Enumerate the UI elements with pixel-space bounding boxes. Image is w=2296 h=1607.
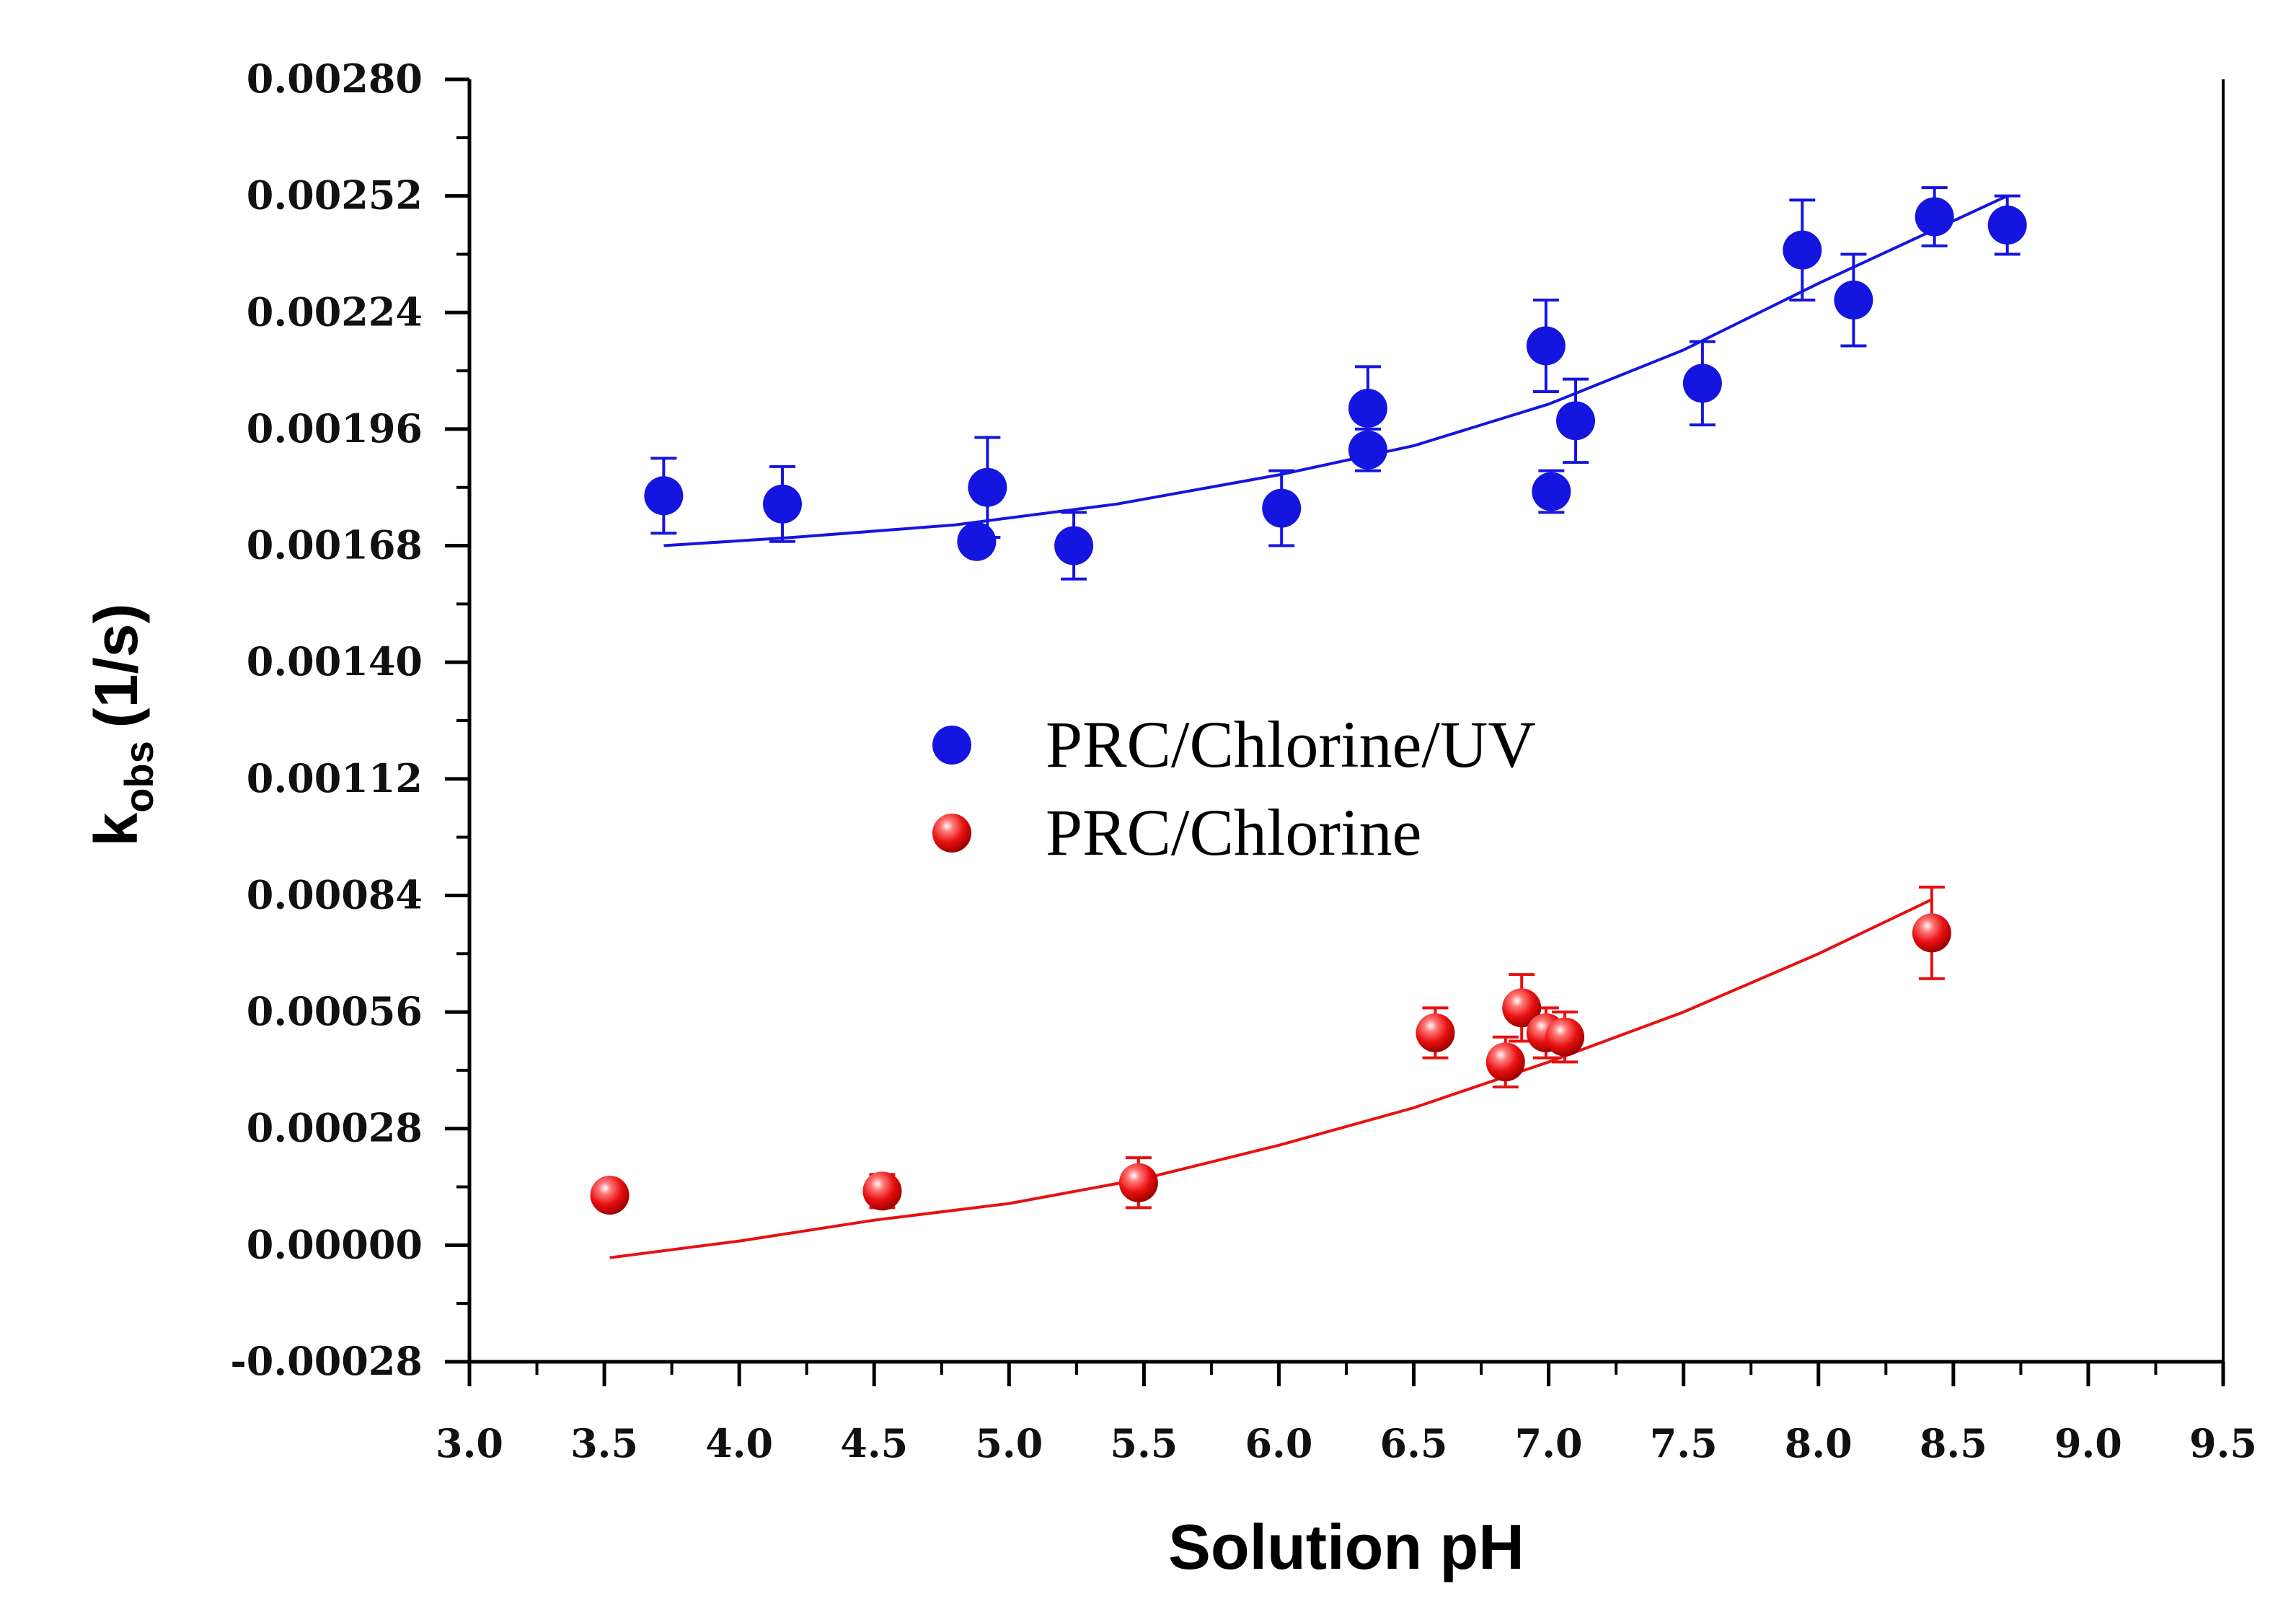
x-tick-label: 3.0 xyxy=(436,1420,503,1466)
y-tick-label: -0.00028 xyxy=(230,1338,423,1384)
y-tick-label: 0.00028 xyxy=(247,1105,423,1151)
point-chlorine-uv xyxy=(1682,364,1722,403)
y-tick-label: 0.00112 xyxy=(247,755,423,801)
x-tick-label: 9.0 xyxy=(2054,1420,2122,1466)
legend-marker-chlorine xyxy=(932,814,971,853)
point-chlorine-uv xyxy=(1915,197,1954,237)
x-tick-labels: 3.0 3.5 4.0 4.5 5.0 5.5 6.0 6.5 7.0 7.5 8.0 8.5 9.0 9… xyxy=(436,1420,2257,1466)
y-tick-labels: -0.00028 0.00000 0.00028 0.00056 0.00084 0.00… xyxy=(230,56,423,1384)
legend-label-chlorine: PRC/Chlorine xyxy=(1046,796,1421,869)
point-chlorine xyxy=(862,1171,902,1211)
x-tick-label: 6.0 xyxy=(1245,1420,1312,1466)
x-axis-title: Solution pH xyxy=(1168,1511,1524,1582)
point-chlorine xyxy=(1416,1013,1455,1052)
x-tick-label: 7.0 xyxy=(1515,1420,1583,1466)
y-tick-label: 0.00280 xyxy=(247,56,423,102)
point-chlorine-uv xyxy=(1532,472,1571,511)
x-tick-label: 9.5 xyxy=(2189,1420,2257,1466)
y-tick-label: 0.00196 xyxy=(247,405,423,452)
y-tick-label: 0.00140 xyxy=(247,638,423,684)
x-tick-label: 5.0 xyxy=(975,1420,1043,1466)
fit-line-chlorine xyxy=(609,898,1933,1259)
point-chlorine-uv xyxy=(1526,326,1566,366)
y-tick-label: 0.00000 xyxy=(247,1221,423,1267)
x-tick-label: 6.5 xyxy=(1380,1420,1448,1466)
point-chlorine-uv xyxy=(1054,526,1094,565)
point-chlorine-uv xyxy=(957,521,997,561)
point-chlorine xyxy=(1912,913,1951,953)
point-chlorine-uv xyxy=(1987,206,2027,245)
y-tick-label: 0.00224 xyxy=(247,289,423,335)
point-chlorine-uv xyxy=(1834,280,1873,320)
x-tick-label: 4.0 xyxy=(705,1420,773,1466)
x-tick-label: 8.5 xyxy=(1920,1420,1987,1466)
point-chlorine-uv xyxy=(1556,401,1596,441)
point-chlorine xyxy=(1545,1017,1585,1057)
y-axis-title-sub: obs xyxy=(116,741,162,813)
point-chlorine xyxy=(1485,1042,1525,1082)
y-tick-label: 0.00168 xyxy=(247,522,423,568)
point-chlorine-uv xyxy=(1783,230,1822,270)
legend-marker-uv xyxy=(932,726,971,765)
x-tick-label: 5.5 xyxy=(1110,1420,1178,1466)
y-axis-title-main: k xyxy=(82,813,150,847)
point-chlorine-uv xyxy=(968,467,1007,507)
legend-label-uv: PRC/Chlorine/UV xyxy=(1046,708,1536,781)
x-tick-label: 7.5 xyxy=(1650,1420,1718,1466)
data-points xyxy=(590,197,2027,1215)
svg-text:kobs(1/s): kobs (1/s) xyxy=(82,604,162,847)
point-chlorine xyxy=(590,1176,630,1215)
x-tick-label: 4.5 xyxy=(840,1420,908,1466)
point-chlorine xyxy=(1118,1163,1158,1202)
point-chlorine-uv xyxy=(1262,488,1302,528)
y-tick-label: 0.00084 xyxy=(247,871,423,917)
axes xyxy=(445,77,2225,1386)
x-tick-label: 8.0 xyxy=(1785,1420,1853,1466)
point-chlorine-uv xyxy=(763,484,803,524)
x-tick-label: 3.5 xyxy=(570,1420,638,1466)
y-tick-label: 0.00056 xyxy=(247,988,423,1034)
y-axis-title-unit: (1/s) xyxy=(82,604,150,728)
y-tick-label: 0.00252 xyxy=(247,172,423,219)
legend: PRC/Chlorine/UV PRC/Chlorine xyxy=(932,708,1536,869)
plot-area xyxy=(469,79,2223,1362)
point-chlorine-uv xyxy=(1348,430,1387,470)
point-chlorine-uv xyxy=(1348,389,1387,428)
point-chlorine xyxy=(1502,988,1542,1028)
y-axis-title: kobs (1/s) xyxy=(82,604,162,847)
point-chlorine-uv xyxy=(644,476,684,516)
